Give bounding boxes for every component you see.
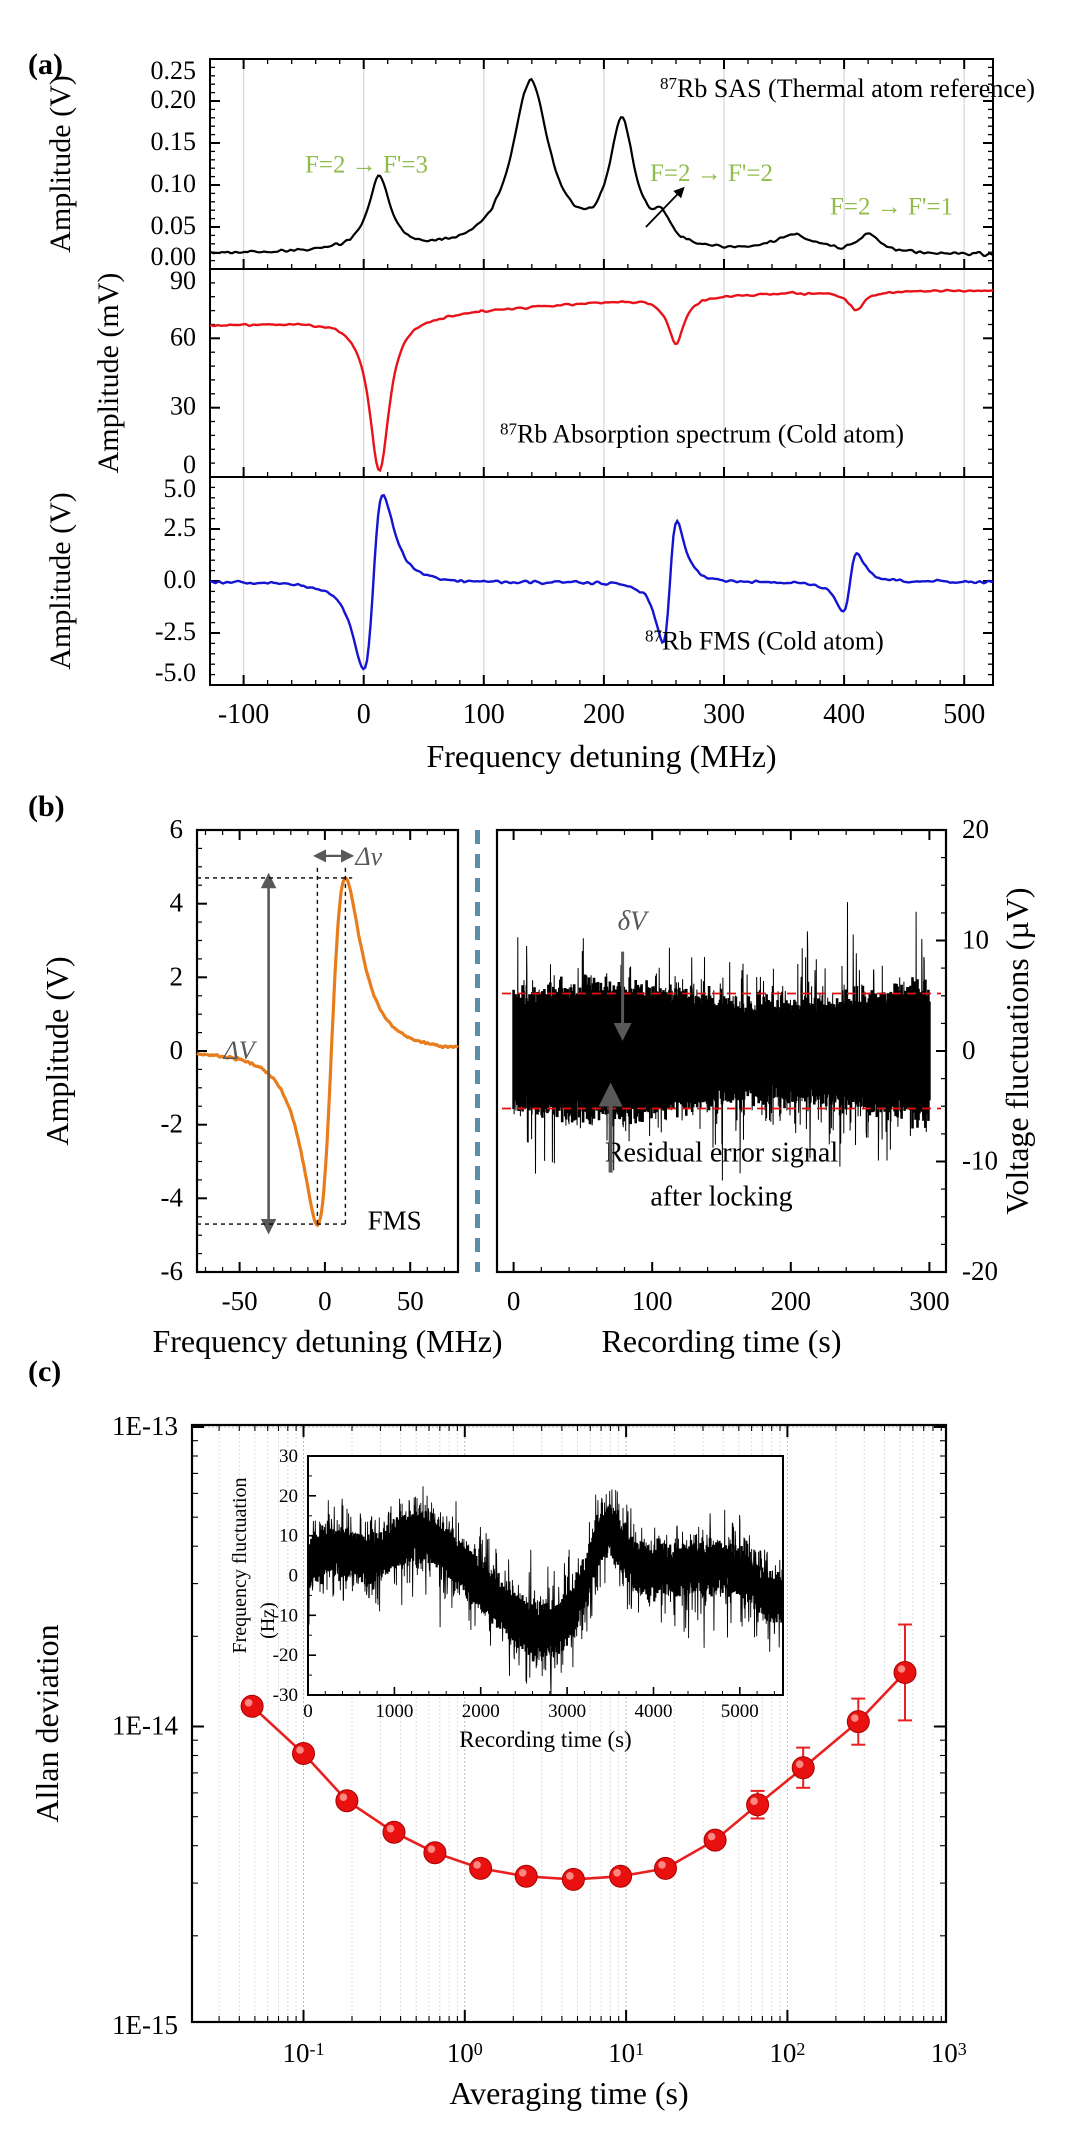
svg-text:Recording time (s): Recording time (s) — [602, 1323, 842, 1359]
svg-text:F=2 → F'=1: F=2 → F'=1 — [830, 193, 953, 220]
svg-text:Recording time (s): Recording time (s) — [459, 1727, 631, 1752]
svg-text:(Hz): (Hz) — [257, 1602, 279, 1639]
svg-text:90: 90 — [170, 266, 196, 295]
svg-text:-5.0: -5.0 — [155, 658, 196, 687]
svg-text:-100: -100 — [218, 699, 269, 730]
svg-text:ΔV: ΔV — [222, 1036, 257, 1065]
svg-text:-2: -2 — [161, 1109, 184, 1139]
svg-text:0: 0 — [357, 699, 371, 730]
svg-text:-10: -10 — [962, 1146, 998, 1176]
svg-text:Frequency detuning (MHz): Frequency detuning (MHz) — [426, 738, 776, 774]
svg-text:2000: 2000 — [462, 1701, 500, 1722]
svg-text:20: 20 — [962, 814, 989, 844]
svg-text:5.0: 5.0 — [164, 474, 197, 503]
svg-text:3000: 3000 — [548, 1701, 586, 1722]
svg-text:-30: -30 — [273, 1685, 298, 1706]
svg-text:87Rb Absorption spectrum (Cold: 87Rb Absorption spectrum (Cold atom) — [500, 419, 904, 448]
svg-text:Amplitude (V): Amplitude (V) — [44, 492, 77, 669]
svg-text:500: 500 — [943, 699, 985, 730]
svg-text:0.10: 0.10 — [151, 169, 197, 198]
svg-text:0.05: 0.05 — [151, 211, 197, 240]
svg-text:1E-13: 1E-13 — [112, 1411, 178, 1441]
svg-text:1000: 1000 — [375, 1701, 413, 1722]
svg-text:0: 0 — [507, 1286, 521, 1316]
svg-text:87Rb FMS (Cold atom): 87Rb FMS (Cold atom) — [645, 627, 884, 656]
svg-text:0.15: 0.15 — [151, 127, 197, 156]
svg-text:Amplitude (V): Amplitude (V) — [39, 956, 75, 1145]
svg-text:20: 20 — [279, 1486, 298, 1507]
svg-text:87Rb SAS (Thermal atom referen: 87Rb SAS (Thermal atom reference) — [660, 74, 1035, 103]
svg-text:0: 0 — [962, 1035, 976, 1065]
svg-text:300: 300 — [909, 1286, 950, 1316]
svg-text:Amplitude (V): Amplitude (V) — [44, 75, 77, 252]
svg-text:10: 10 — [279, 1526, 298, 1547]
svg-text:200: 200 — [771, 1286, 812, 1316]
svg-text:0.0: 0.0 — [164, 565, 197, 594]
svg-text:0: 0 — [170, 1035, 184, 1065]
svg-text:Averaging time (s): Averaging time (s) — [449, 2075, 688, 2111]
svg-text:δV: δV — [618, 905, 651, 935]
svg-text:30: 30 — [170, 392, 196, 421]
svg-text:300: 300 — [703, 699, 745, 730]
svg-text:F=2 → F'=2: F=2 → F'=2 — [650, 160, 773, 187]
svg-text:0: 0 — [289, 1566, 299, 1587]
svg-text:0.20: 0.20 — [151, 85, 197, 114]
svg-text:100: 100 — [632, 1286, 673, 1316]
svg-text:-4: -4 — [161, 1182, 184, 1212]
svg-text:F=2 → F'=3: F=2 → F'=3 — [305, 151, 428, 178]
svg-text:Residual error signal: Residual error signal — [605, 1138, 838, 1169]
svg-text:6: 6 — [170, 814, 184, 844]
svg-text:Frequency fluctuation: Frequency fluctuation — [229, 1477, 251, 1653]
svg-text:4000: 4000 — [635, 1701, 673, 1722]
svg-text:-6: -6 — [161, 1256, 184, 1286]
svg-text:-50: -50 — [222, 1286, 258, 1316]
svg-text:0: 0 — [303, 1701, 313, 1722]
svg-text:30: 30 — [279, 1446, 298, 1467]
svg-text:400: 400 — [823, 699, 865, 730]
svg-text:0.25: 0.25 — [151, 56, 197, 85]
svg-text:Voltage fluctuations (µV): Voltage fluctuations (µV) — [999, 887, 1035, 1214]
svg-text:1E-14: 1E-14 — [112, 1711, 178, 1741]
svg-text:Allan deviation: Allan deviation — [29, 1624, 65, 1822]
svg-text:FMS: FMS — [368, 1206, 422, 1236]
svg-text:2: 2 — [170, 961, 184, 991]
svg-text:2.5: 2.5 — [164, 513, 197, 542]
svg-text:-2.5: -2.5 — [155, 617, 196, 646]
svg-text:after locking: after locking — [650, 1182, 792, 1213]
svg-text:60: 60 — [170, 322, 196, 351]
svg-text:5000: 5000 — [721, 1701, 759, 1722]
svg-text:1E-15: 1E-15 — [112, 2010, 178, 2040]
svg-text:4: 4 — [170, 888, 184, 918]
svg-text:50: 50 — [397, 1286, 424, 1316]
svg-text:Frequency detuning (MHz): Frequency detuning (MHz) — [152, 1323, 502, 1359]
svg-text:100: 100 — [463, 699, 505, 730]
svg-text:Amplitude (mV): Amplitude (mV) — [92, 273, 125, 474]
svg-text:Δν: Δν — [354, 842, 382, 871]
svg-text:200: 200 — [583, 699, 625, 730]
svg-text:0: 0 — [318, 1286, 332, 1316]
svg-text:10: 10 — [962, 925, 989, 955]
svg-text:-20: -20 — [962, 1256, 998, 1286]
svg-text:-20: -20 — [273, 1645, 298, 1666]
